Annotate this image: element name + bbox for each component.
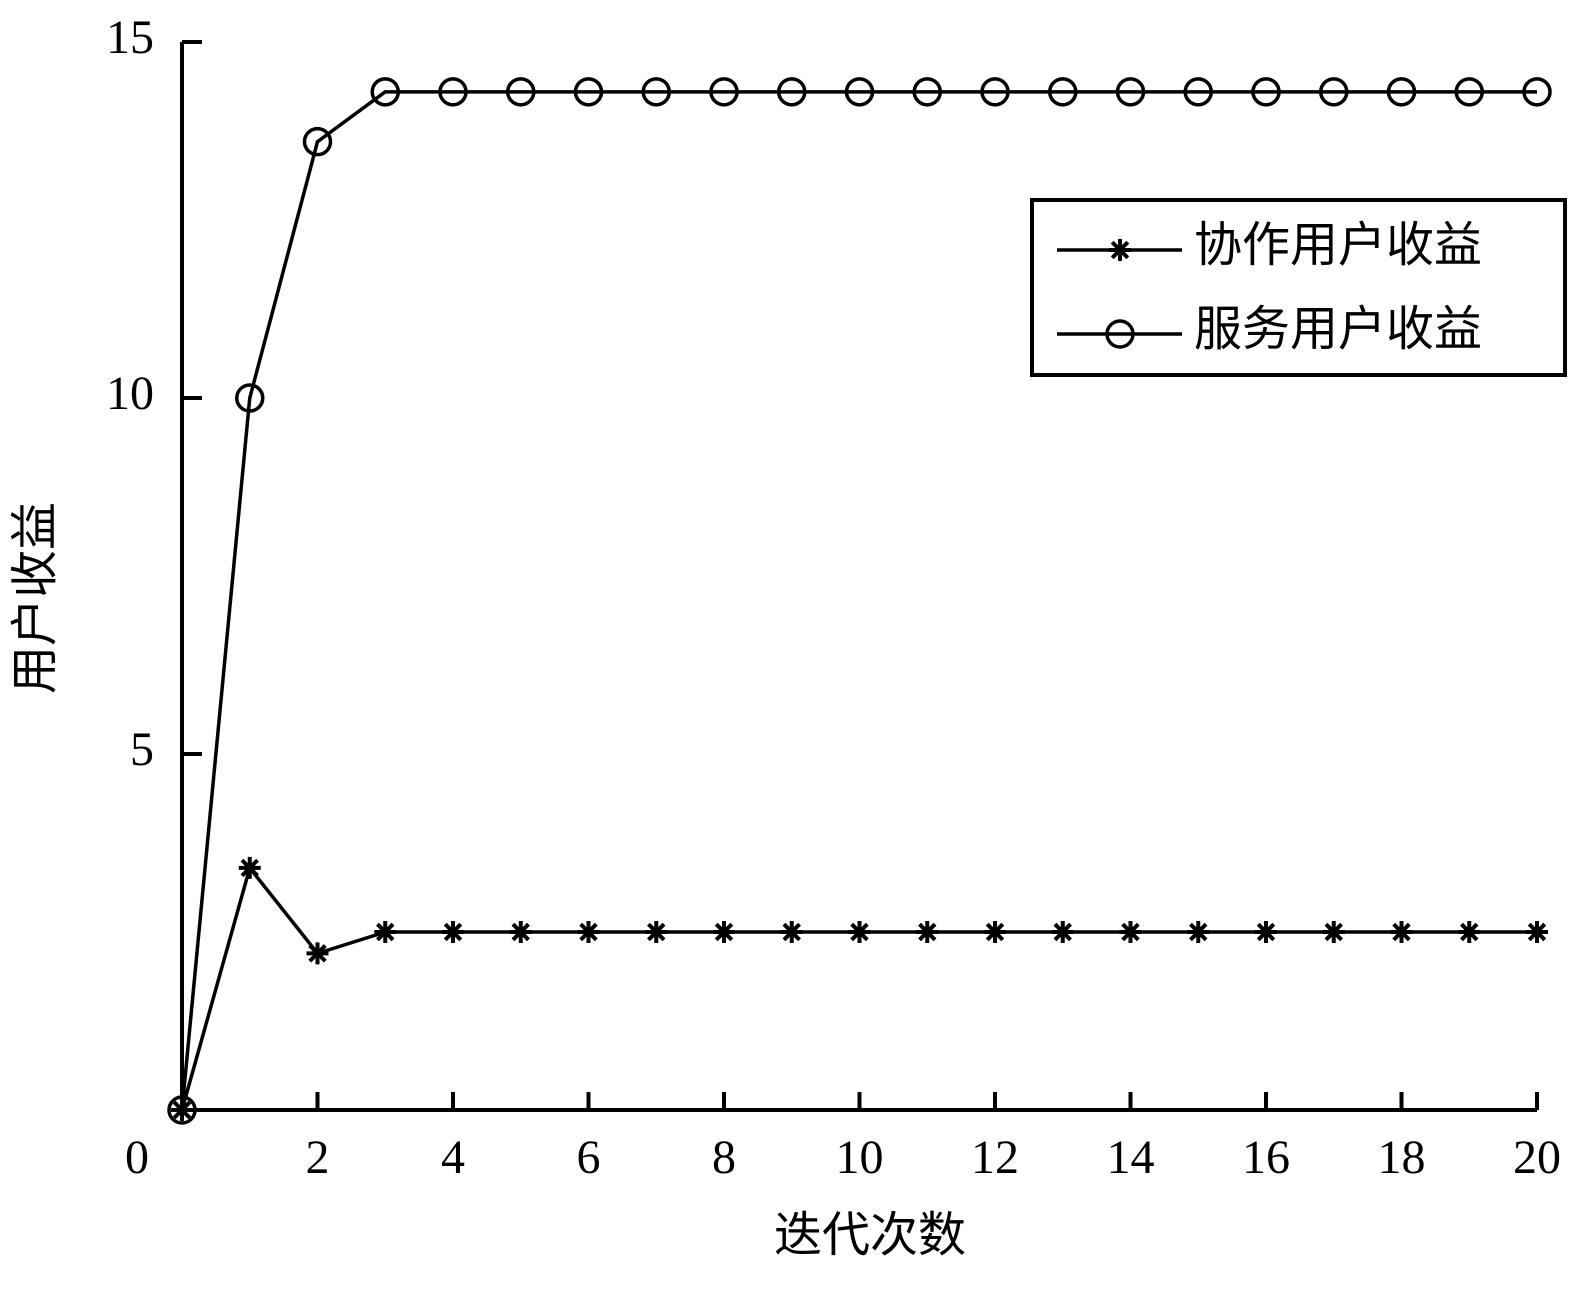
data-point: [506, 77, 536, 107]
data-point: [1454, 77, 1484, 107]
data-point: [980, 77, 1010, 107]
x-axis-label: 迭代次数: [774, 1209, 966, 1262]
data-point: [302, 126, 333, 157]
data-point: [713, 921, 735, 943]
x-tick-label: 12: [971, 1131, 1019, 1184]
data-point: [1048, 77, 1078, 107]
data-point: [1319, 77, 1349, 107]
data-point: [1390, 921, 1413, 943]
data-point: [1251, 77, 1281, 107]
data-point: [848, 921, 871, 943]
data-point: [1115, 77, 1146, 107]
data-point: [1051, 921, 1074, 943]
x-tick-label: 16: [1242, 1131, 1290, 1184]
data-point: [1183, 77, 1213, 107]
y-axis-label: 用户收益: [9, 502, 62, 694]
series-line: [180, 90, 1537, 1111]
x-tick-label: 8: [712, 1131, 736, 1184]
data-point: [1526, 921, 1548, 943]
data-point: [306, 942, 329, 965]
data-point: [1255, 921, 1277, 943]
data-point: [780, 921, 803, 943]
x-tick-label: 6: [577, 1131, 601, 1184]
data-point: [442, 921, 464, 943]
data-point: [577, 921, 600, 943]
data-point: [1522, 77, 1552, 107]
series-line: [180, 864, 1537, 1111]
legend-label: 协作用户收益: [1194, 219, 1482, 272]
data-point: [235, 383, 265, 413]
data-point: [374, 921, 397, 943]
legend-marker: [1105, 319, 1135, 349]
data-point: [844, 77, 875, 107]
data-point: [916, 921, 939, 943]
x-tick-label: 10: [836, 1131, 884, 1184]
data-point: [641, 77, 671, 107]
data-point: [709, 77, 739, 107]
data-point: [777, 77, 807, 107]
legend-marker: [1109, 239, 1131, 261]
data-point: [1187, 921, 1210, 943]
x-tick-label: 0: [125, 1131, 149, 1184]
data-point: [912, 77, 942, 107]
y-tick-label: 15: [106, 11, 154, 64]
x-tick-label: 14: [1107, 1131, 1155, 1184]
data-point: [370, 77, 400, 107]
data-point: [1119, 921, 1142, 943]
x-tick-label: 2: [306, 1131, 330, 1184]
data-point: [984, 921, 1006, 943]
data-point: [1322, 921, 1345, 943]
data-point: [573, 77, 604, 107]
y-tick-label: 10: [106, 367, 154, 420]
data-point: [167, 1095, 197, 1125]
legend-label: 服务用户收益: [1194, 303, 1482, 356]
x-tick-label: 18: [1378, 1131, 1426, 1184]
data-point: [1386, 77, 1417, 107]
data-point: [1458, 921, 1481, 943]
data-point: [509, 921, 532, 943]
x-tick-label: 20: [1513, 1131, 1561, 1184]
data-point: [438, 77, 468, 107]
data-point: [645, 921, 668, 943]
x-tick-label: 4: [441, 1131, 465, 1184]
data-point: [238, 856, 261, 879]
y-tick-label: 5: [130, 723, 154, 776]
